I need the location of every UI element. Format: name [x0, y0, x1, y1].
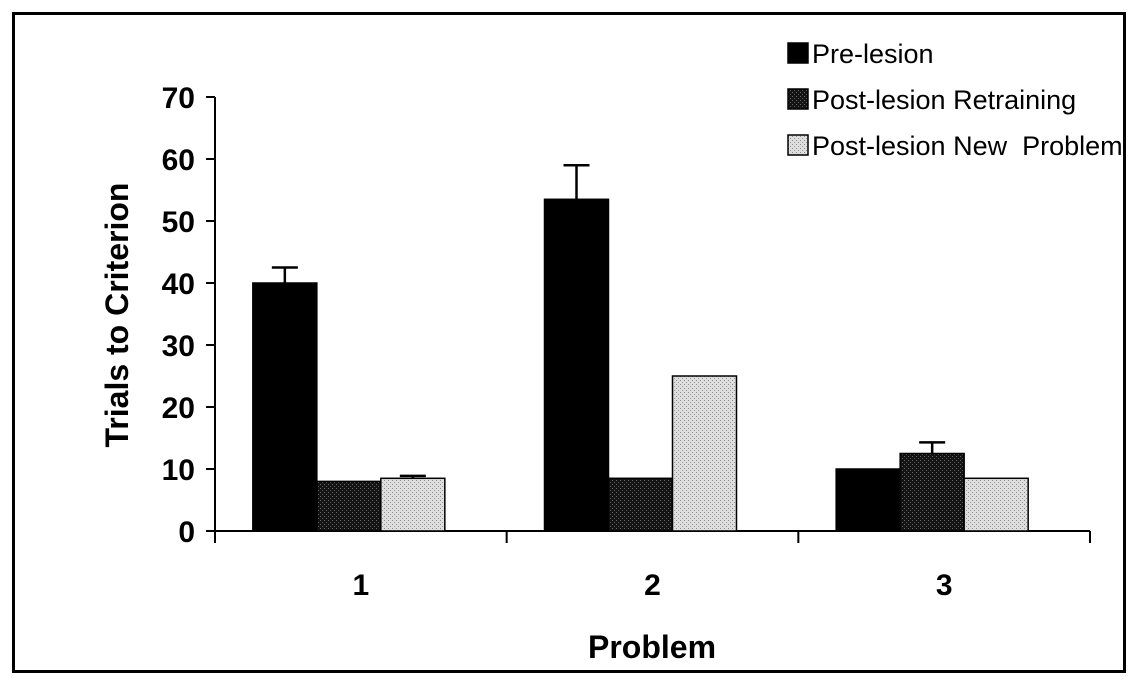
x-tick-label: 3	[936, 569, 953, 602]
bar-series-1-cat-1	[252, 282, 318, 532]
legend-swatch-2	[787, 88, 809, 110]
legend-label-1: Pre-lesion	[812, 39, 934, 69]
bar-series-1-cat-3	[835, 468, 901, 532]
bar-series-2-cat-1	[316, 480, 382, 532]
legend: Pre-lesion Post-lesion Retraining Post-les…	[787, 39, 1123, 161]
y-tick-label: 70	[162, 82, 195, 115]
bar-series-3-cat-1	[380, 477, 446, 532]
y-tick-label: 30	[162, 330, 195, 363]
y-tick-label: 0	[178, 516, 195, 549]
bar-series-3-cat-3	[963, 477, 1029, 532]
bar-series-1-cat-2	[543, 198, 610, 532]
bars	[252, 163, 1029, 532]
y-tick-label: 20	[162, 392, 195, 425]
legend-swatch-1	[787, 42, 809, 64]
y-axis-title: Trials to Criterion	[99, 183, 135, 448]
x-tick-label: 2	[644, 569, 661, 602]
y-tick-label: 60	[162, 144, 195, 177]
bar-series-3-cat-2	[671, 375, 738, 532]
x-tick-label: 1	[352, 569, 369, 602]
legend-label-3: Post-lesion New Problem	[812, 131, 1123, 161]
legend-swatch-3	[787, 134, 809, 156]
x-axis-title: Problem	[588, 629, 716, 665]
y-tick-label: 10	[162, 454, 195, 487]
y-tick-label: 50	[162, 206, 195, 239]
y-tick-label: 40	[162, 268, 195, 301]
legend-label-2: Post-lesion Retraining	[812, 85, 1076, 115]
bar-series-2-cat-2	[607, 477, 674, 532]
bar-series-2-cat-3	[899, 452, 965, 532]
